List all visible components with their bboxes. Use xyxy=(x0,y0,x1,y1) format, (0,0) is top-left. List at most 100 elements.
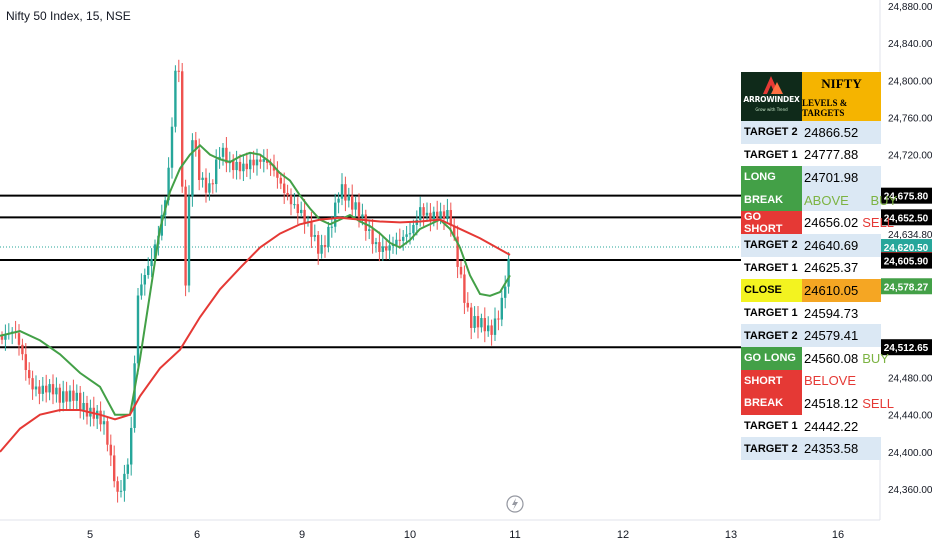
candle-body xyxy=(201,177,204,181)
price-tag-label: 24,605.90 xyxy=(884,257,929,268)
candle-body xyxy=(453,225,456,237)
candle-body xyxy=(330,226,333,228)
candle-body xyxy=(490,325,493,335)
candle-body xyxy=(249,159,252,170)
level-label: TARGET 2 xyxy=(741,437,802,460)
candle-body xyxy=(279,177,282,184)
level-value-text: 24701.98 xyxy=(804,169,859,185)
candle-body xyxy=(422,207,425,216)
candle-body xyxy=(323,245,327,247)
candle-body xyxy=(459,266,463,275)
candle-body xyxy=(102,421,106,425)
candle-body xyxy=(361,214,364,218)
level-value-text: 24640.69 xyxy=(804,237,859,253)
level-row: BREAK 24518.12 SELL xyxy=(741,392,894,415)
y-tick-label: 24,360.00 xyxy=(888,485,932,496)
candle-body xyxy=(449,210,452,226)
candle-body xyxy=(140,284,143,296)
candle-body xyxy=(405,234,408,237)
candle-body xyxy=(109,444,112,456)
candle-body xyxy=(187,196,191,286)
candle-body xyxy=(143,274,146,285)
y-tick-label: 24,720.00 xyxy=(888,151,932,162)
level-value: 24625.37 xyxy=(802,256,881,280)
candle-body xyxy=(385,246,388,251)
level-value: 24656.02 SELL xyxy=(802,211,894,234)
moving-average-line xyxy=(0,216,511,453)
candle-body xyxy=(504,286,507,298)
candle-body xyxy=(340,184,344,199)
level-value: 24640.69 xyxy=(802,233,881,257)
y-tick-label: 24,880.00 xyxy=(888,2,932,13)
lightning-glyph xyxy=(512,498,518,510)
candle-body xyxy=(34,386,38,390)
candle-body xyxy=(58,387,61,403)
level-value: 24610.05 xyxy=(802,279,881,302)
candle-body xyxy=(85,402,89,417)
candle-body xyxy=(419,207,422,220)
candle-body xyxy=(184,186,187,286)
level-row: GO SHORT 24656.02 SELL xyxy=(741,211,894,235)
candle-body xyxy=(507,258,510,287)
candle-body xyxy=(364,214,367,231)
moving-average-line xyxy=(0,143,511,416)
candle-body xyxy=(242,163,245,172)
candle-body xyxy=(65,391,68,402)
candle-body xyxy=(17,333,21,345)
header-subtitle: LEVELS & TARGETS xyxy=(802,97,848,118)
candle-body xyxy=(208,183,211,193)
candle-body xyxy=(225,147,228,164)
candle-body xyxy=(487,325,490,332)
level-value-text: 24610.05 xyxy=(804,282,859,298)
candle-body xyxy=(429,212,432,221)
price-tag xyxy=(880,278,932,295)
price-tag xyxy=(880,209,932,226)
candle-body xyxy=(211,183,214,185)
candle-body xyxy=(391,244,395,246)
candle-body xyxy=(72,390,75,401)
candle-body xyxy=(303,209,306,223)
level-value-text: 24442.22 xyxy=(804,418,859,434)
level-value-text: 24579.41 xyxy=(804,328,859,344)
candle-body xyxy=(371,229,374,245)
candle-body xyxy=(0,335,4,340)
level-value: 24560.08 BUY xyxy=(802,346,889,370)
level-row: TARGET 1 24442.22 xyxy=(741,414,881,438)
level-label: TARGET 2 xyxy=(741,121,802,144)
candle-body xyxy=(204,177,208,193)
lightning-icon[interactable] xyxy=(506,495,524,513)
candle-body xyxy=(388,245,391,251)
candle-body xyxy=(55,387,58,395)
candle-body xyxy=(170,126,174,168)
level-label: TARGET 2 xyxy=(741,324,802,347)
candle-body xyxy=(177,70,180,72)
level-value-text: 24866.52 xyxy=(804,124,859,140)
candle-body xyxy=(351,195,354,210)
level-label: TARGET 1 xyxy=(741,414,802,438)
y-tick-label: 24,840.00 xyxy=(888,39,932,50)
level-value-text: BELOVE xyxy=(804,373,857,389)
y-tick-label: 24,634.80 xyxy=(888,230,932,241)
candle-body xyxy=(381,246,384,252)
candle-body xyxy=(480,318,483,328)
level-value: 24701.98 xyxy=(802,166,881,189)
candle-body xyxy=(293,204,296,206)
candle-body xyxy=(198,149,201,181)
candle-body xyxy=(446,210,449,220)
level-label: CLOSE xyxy=(741,279,802,302)
level-row: LONG 24701.98 xyxy=(741,166,881,189)
level-signal: SELL xyxy=(862,215,895,231)
candle-body xyxy=(463,274,466,303)
x-tick-label: 9 xyxy=(299,529,305,541)
candle-body xyxy=(283,183,286,193)
candle-body xyxy=(337,198,340,203)
y-tick-label: 24,480.00 xyxy=(888,374,932,385)
level-row: TARGET 1 24777.88 xyxy=(741,143,881,167)
candle-body xyxy=(327,226,330,247)
candle-body xyxy=(500,297,503,320)
candle-body xyxy=(31,378,34,390)
candle-body xyxy=(436,211,439,219)
candle-body xyxy=(130,427,133,465)
level-value-text: 24560.08 xyxy=(804,350,859,366)
